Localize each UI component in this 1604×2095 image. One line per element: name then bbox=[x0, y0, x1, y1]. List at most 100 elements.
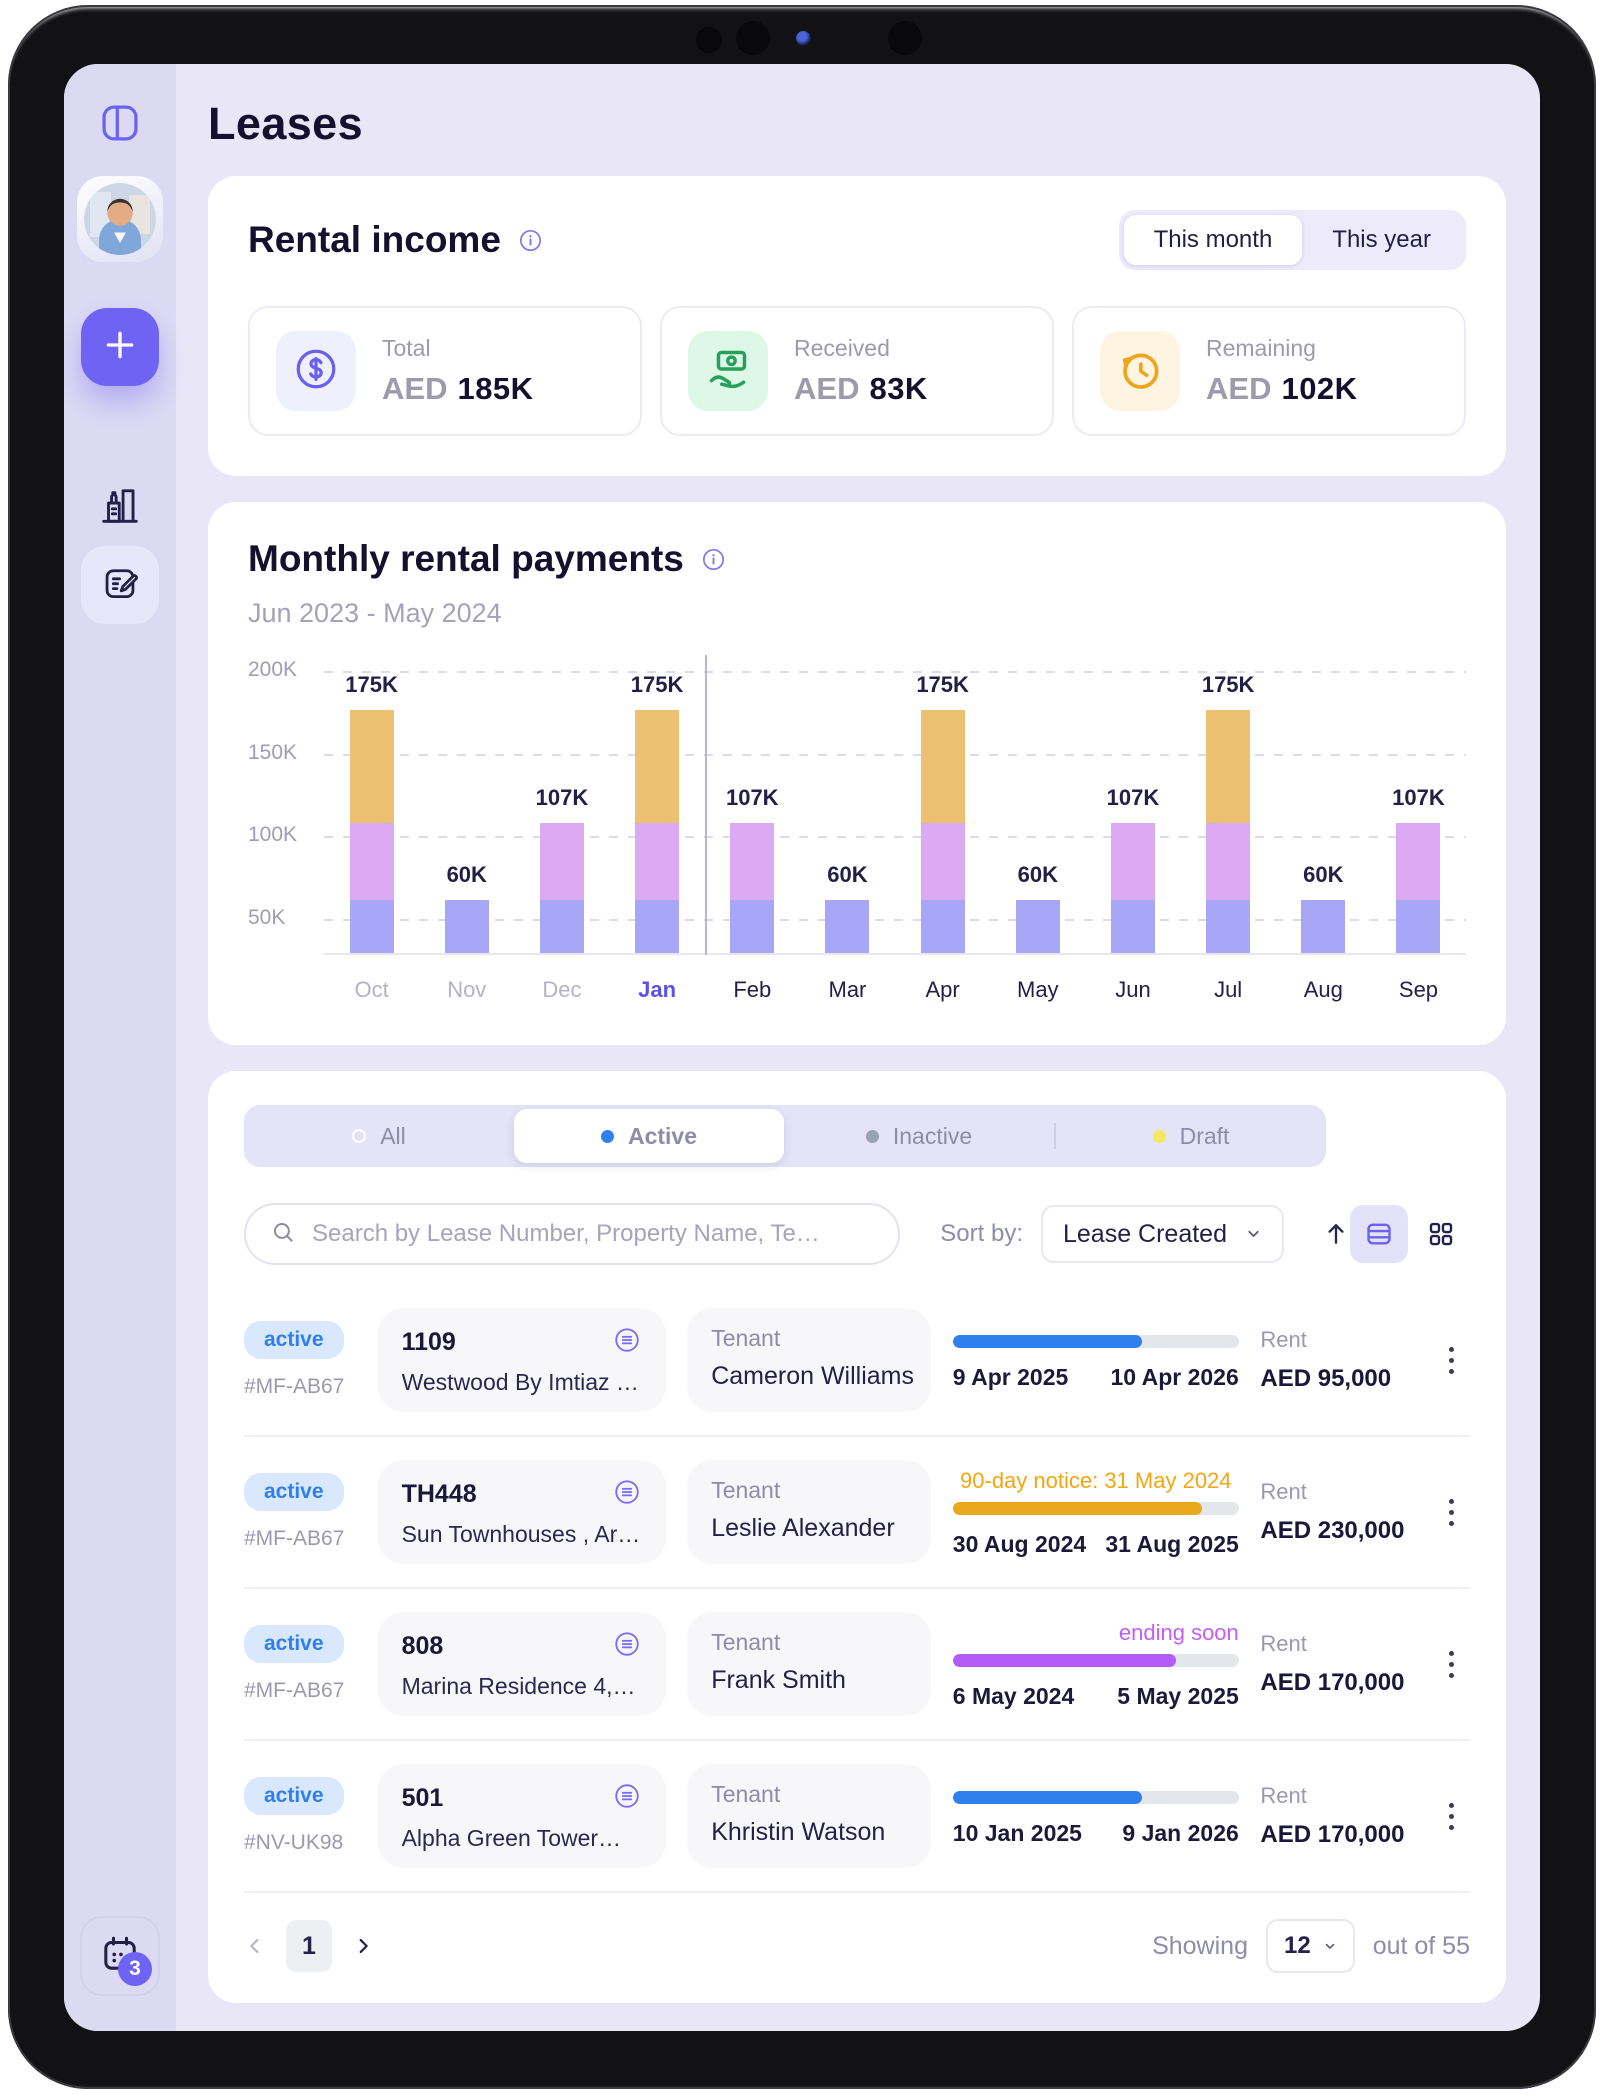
period-toggle-option[interactable]: This year bbox=[1332, 226, 1431, 253]
lease-details-icon[interactable] bbox=[612, 1781, 642, 1816]
rent-label: Rent bbox=[1260, 1479, 1307, 1504]
lease-end-date: 9 Jan 2026 bbox=[1122, 1820, 1239, 1846]
arrow-up-icon bbox=[1328, 1224, 1344, 1244]
status-dot-icon bbox=[865, 1129, 879, 1143]
chart-column: 60K bbox=[419, 671, 514, 953]
search-field[interactable] bbox=[244, 1203, 901, 1265]
bar-segment bbox=[1301, 900, 1346, 953]
next-page-button[interactable] bbox=[352, 1935, 374, 1957]
sort-dropdown[interactable]: Lease Created bbox=[1040, 1205, 1284, 1263]
property-card[interactable]: 808 Marina Residence 4,… bbox=[377, 1612, 666, 1716]
bar-segment bbox=[1015, 900, 1060, 953]
tenant-label: Tenant bbox=[711, 1325, 781, 1351]
chart-column: 107K bbox=[1371, 671, 1466, 953]
lease-details-icon[interactable] bbox=[612, 1325, 642, 1360]
chart-column: 107K bbox=[705, 671, 800, 953]
sidebar-item-properties[interactable] bbox=[97, 484, 143, 530]
period-toggle-option[interactable]: This month bbox=[1123, 215, 1303, 265]
search-input[interactable] bbox=[310, 1219, 875, 1249]
front-camera-icon bbox=[796, 31, 811, 46]
bar-value-label: 107K bbox=[1106, 784, 1160, 810]
leases-list-card: All Active Inactive Draft bbox=[208, 1071, 1506, 2003]
status-dot-icon bbox=[1152, 1129, 1166, 1143]
page-number[interactable]: 1 bbox=[286, 1920, 332, 1972]
stat-currency: AED bbox=[794, 371, 860, 406]
stat-value: 185K bbox=[457, 371, 534, 406]
sort-direction-button[interactable] bbox=[1322, 1220, 1350, 1248]
status-badge: active bbox=[244, 1473, 344, 1511]
x-axis-label-mar: Mar bbox=[828, 977, 867, 1002]
sidebar-item-calendar[interactable]: 3 bbox=[80, 1916, 160, 1996]
stat-value: 83K bbox=[869, 371, 928, 406]
avatar-photo bbox=[84, 183, 156, 255]
tab-all[interactable]: All bbox=[244, 1105, 514, 1167]
status-badge: active bbox=[244, 1321, 344, 1359]
bar-segment bbox=[1396, 900, 1441, 953]
x-axis-label-apr: Apr bbox=[925, 977, 960, 1002]
sidebar-collapse-icon bbox=[97, 100, 143, 151]
chart-column: 107K bbox=[1085, 671, 1180, 953]
lease-row[interactable]: active #MF-AB67 TH448 Sun Townhouses , A… bbox=[244, 1437, 1470, 1589]
rent-value: AED 170,000 bbox=[1260, 1821, 1405, 1848]
lease-row[interactable]: active #MF-AB67 808 Marina Residence 4,…… bbox=[244, 1589, 1470, 1741]
bar-segment bbox=[920, 822, 965, 901]
page-title: Leases bbox=[208, 98, 364, 149]
dollar-circle-icon bbox=[290, 343, 342, 400]
row-menu-button[interactable] bbox=[1434, 1650, 1470, 1678]
lease-row[interactable]: active #NV-UK98 501 Alpha Green Tower… T… bbox=[244, 1741, 1470, 1893]
status-tab-label: Active bbox=[627, 1122, 698, 1149]
row-menu-button[interactable] bbox=[1434, 1498, 1470, 1526]
lease-rows: active #MF-AB67 1109 Westwood By Imtiaz … bbox=[244, 1285, 1470, 1893]
page-size-select[interactable]: 12 bbox=[1265, 1919, 1355, 1973]
lease-start-date: 9 Apr 2025 bbox=[952, 1364, 1069, 1390]
list-view-button[interactable] bbox=[1350, 1205, 1408, 1263]
lease-row[interactable]: active #MF-AB67 1109 Westwood By Imtiaz … bbox=[244, 1285, 1470, 1437]
tab-draft[interactable]: Draft bbox=[1056, 1105, 1326, 1167]
sidebar-item-leases[interactable] bbox=[81, 546, 159, 624]
property-name: Marina Residence 4,… bbox=[401, 1673, 636, 1699]
gridline bbox=[324, 671, 1466, 673]
bar-value-label: 175K bbox=[630, 672, 684, 698]
tab-inactive[interactable]: Inactive bbox=[784, 1105, 1054, 1167]
chart-x-axis: Oct Nov Dec Jan Feb Mar Apr May Jun Jul Aug Sep bbox=[324, 977, 1466, 1003]
bar-segment bbox=[539, 900, 584, 953]
tab-active[interactable]: Active bbox=[514, 1109, 784, 1163]
info-icon[interactable] bbox=[517, 227, 544, 254]
sidebar: 3 bbox=[64, 64, 176, 2031]
bar-value-label: 60K bbox=[1303, 862, 1344, 888]
lease-progress-bar bbox=[952, 1791, 1239, 1804]
grid-view-icon bbox=[1429, 1222, 1453, 1246]
property-card[interactable]: TH448 Sun Townhouses , Ara… bbox=[377, 1460, 666, 1564]
bar-value-label: 107K bbox=[725, 784, 779, 810]
lease-details-icon[interactable] bbox=[612, 1477, 642, 1512]
bar-segment bbox=[1206, 900, 1251, 953]
grid-view-button[interactable] bbox=[1412, 1205, 1470, 1263]
lease-details-icon[interactable] bbox=[612, 1629, 642, 1664]
sidebar-toggle-button[interactable] bbox=[97, 102, 143, 148]
chevron-down-icon bbox=[1323, 1932, 1337, 1960]
bar-segment bbox=[635, 822, 680, 901]
rent-value: AED 230,000 bbox=[1260, 1517, 1405, 1544]
row-menu-button[interactable] bbox=[1434, 1346, 1470, 1374]
add-button[interactable] bbox=[81, 308, 159, 386]
chart-column: 60K bbox=[1276, 671, 1371, 953]
bar-value-label: 175K bbox=[916, 672, 969, 698]
income-stat-card: Received AED 83K bbox=[660, 306, 1054, 436]
stat-icon-tile bbox=[1100, 331, 1180, 411]
row-menu-button[interactable] bbox=[1434, 1802, 1470, 1830]
property-card[interactable]: 501 Alpha Green Tower… bbox=[377, 1764, 666, 1868]
bar-value-label: 107K bbox=[535, 784, 589, 810]
user-avatar[interactable] bbox=[77, 176, 163, 262]
property-card[interactable]: 1109 Westwood By Imtiaz ,… bbox=[377, 1308, 666, 1412]
showing-label: Showing bbox=[1152, 1931, 1248, 1960]
property-name: Sun Townhouses , Ara… bbox=[401, 1521, 642, 1547]
stat-value: 102K bbox=[1281, 371, 1358, 406]
unit-number: 1109 bbox=[401, 1328, 456, 1356]
stat-label: Received bbox=[794, 335, 890, 361]
lease-start-date: 10 Jan 2025 bbox=[952, 1820, 1082, 1846]
bar-segment bbox=[1110, 822, 1155, 901]
bar-value-label: 175K bbox=[345, 672, 398, 698]
info-icon[interactable] bbox=[700, 546, 727, 573]
prev-page-button[interactable] bbox=[244, 1935, 266, 1957]
